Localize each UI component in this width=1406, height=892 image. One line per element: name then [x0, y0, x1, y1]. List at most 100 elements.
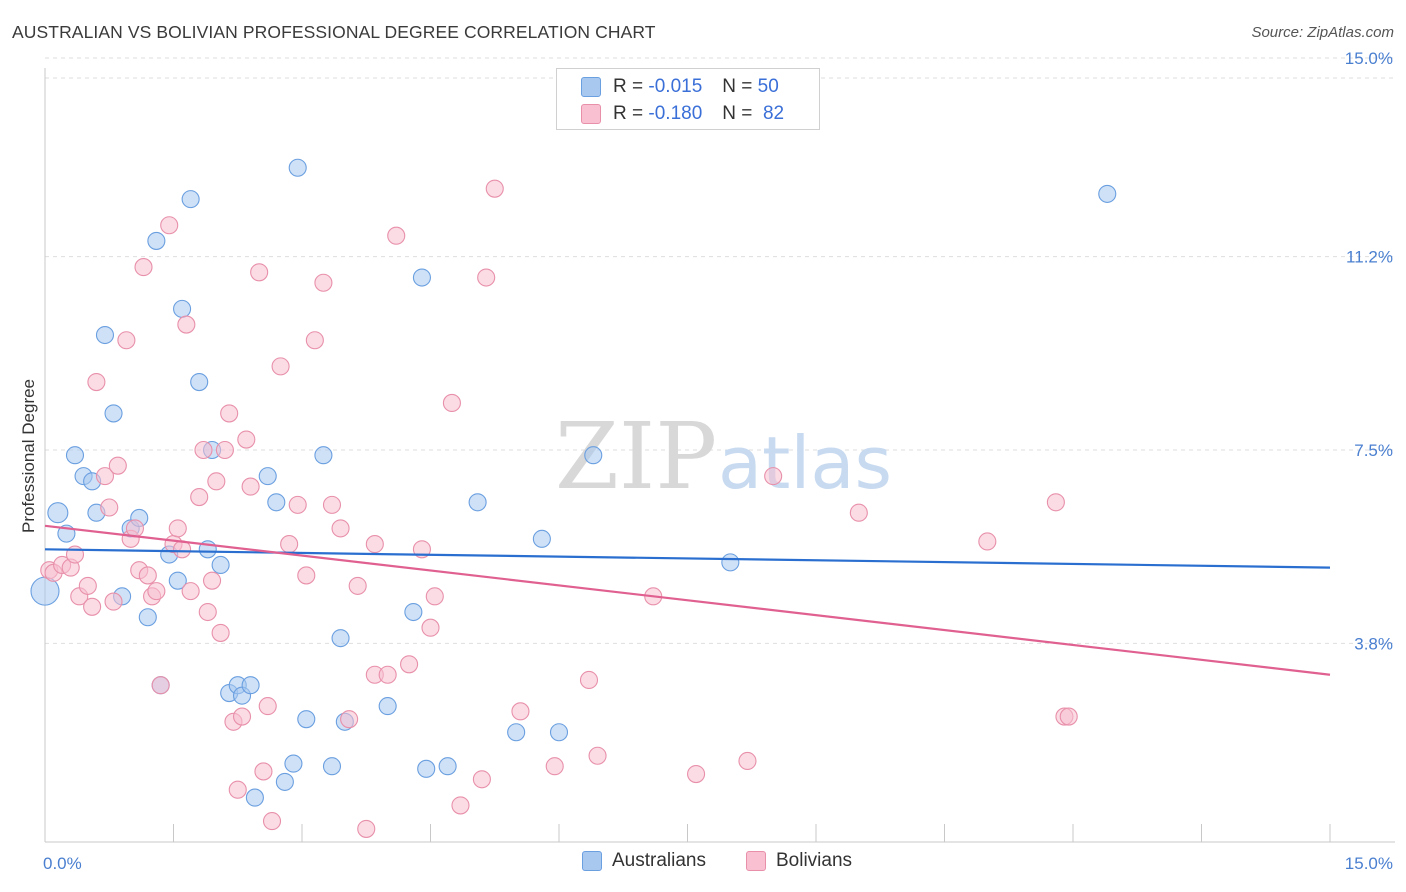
- point-bolivians: [421, 618, 440, 637]
- point-bolivians: [241, 477, 260, 496]
- point-bolivians: [451, 796, 470, 815]
- point-australians: [190, 373, 209, 392]
- y-axis-label: Professional Degree: [19, 379, 38, 533]
- point-bolivians: [83, 597, 102, 616]
- point-australians: [267, 493, 286, 512]
- legend-n-label: N =: [722, 76, 753, 97]
- point-bolivians: [280, 535, 299, 554]
- point-bolivians: [378, 665, 397, 684]
- point-bolivians: [134, 258, 153, 277]
- point-australians: [288, 158, 307, 177]
- point-australians: [47, 502, 69, 524]
- point-bolivians: [147, 582, 166, 601]
- point-australians: [1098, 184, 1117, 203]
- point-bolivians: [232, 707, 252, 726]
- legend-r-label: R =: [613, 103, 644, 124]
- legend-r-value: -0.015: [648, 76, 703, 97]
- point-bolivians: [305, 331, 324, 350]
- point-bolivians: [262, 812, 282, 831]
- point-australians: [211, 555, 230, 575]
- legend-r-value: -0.180: [648, 103, 703, 124]
- x-tick-label-max: 15.0%: [1345, 854, 1393, 873]
- point-australians: [331, 629, 350, 648]
- point-australians: [417, 759, 436, 778]
- point-bolivians: [472, 770, 491, 789]
- point-bolivians: [314, 273, 333, 292]
- point-bolivians: [228, 780, 247, 799]
- point-bolivians: [203, 571, 222, 590]
- point-bolivians: [485, 179, 504, 198]
- point-bolivians: [125, 519, 144, 538]
- legend-swatch-bolivians: [581, 104, 601, 124]
- point-australians: [468, 493, 487, 512]
- point-bolivians: [254, 762, 273, 781]
- point-bolivians: [190, 487, 209, 507]
- point-australians: [147, 231, 166, 250]
- point-bolivians: [400, 655, 419, 674]
- legend-label-bolivians: Bolivians: [776, 850, 853, 871]
- point-bolivians: [271, 357, 290, 376]
- point-bolivians: [138, 566, 157, 585]
- watermark-atlas: atlas: [718, 421, 892, 505]
- legend-swatch-bolivians: [746, 851, 766, 871]
- point-bolivians: [687, 765, 706, 784]
- point-australians: [181, 190, 200, 209]
- point-bolivians: [588, 746, 607, 765]
- point-australians: [378, 697, 397, 716]
- legend-n-label: N =: [722, 103, 753, 124]
- point-australians: [314, 446, 333, 465]
- legend-item-bolivians[interactable]: Bolivians: [746, 850, 852, 872]
- point-bolivians: [477, 268, 496, 287]
- point-bolivians: [331, 519, 350, 538]
- point-bolivians: [194, 440, 213, 460]
- y-tick-labels: 3.8% 7.5% 11.2% 15.0%: [1345, 49, 1393, 653]
- point-bolivians: [348, 576, 367, 595]
- point-bolivians: [160, 216, 179, 235]
- point-bolivians: [849, 503, 868, 522]
- legend-label-australians: Australians: [612, 850, 706, 871]
- point-australians: [438, 757, 457, 776]
- point-bolivians: [168, 519, 187, 538]
- source-label: Source: ZipAtlas.com: [1251, 24, 1394, 41]
- point-bolivians: [87, 373, 106, 392]
- point-australians: [322, 757, 342, 776]
- point-bolivians: [108, 456, 127, 475]
- point-australians: [245, 788, 264, 807]
- point-bolivians: [95, 467, 115, 486]
- trend-line-australians: [44, 548, 1331, 569]
- legend-item-australians[interactable]: Australians: [582, 850, 706, 872]
- point-australians: [404, 602, 423, 622]
- point-australians: [104, 404, 123, 423]
- data-points: [30, 158, 1117, 838]
- point-bolivians: [340, 710, 359, 729]
- point-bolivians: [297, 566, 316, 585]
- grid-lines: [45, 57, 1395, 644]
- point-australians: [168, 571, 187, 590]
- legend-row-australians: R = -0.015 N = 50: [581, 74, 779, 100]
- point-bolivians: [357, 819, 376, 838]
- point-australians: [173, 299, 192, 318]
- point-bolivians: [215, 440, 234, 460]
- point-australians: [275, 772, 294, 791]
- axes: [44, 68, 1395, 843]
- legend-r-label: R =: [613, 76, 644, 97]
- x-tick-labels: 0.0% 15.0%: [43, 854, 1393, 873]
- trend-lines: [44, 524, 1331, 676]
- point-bolivians: [177, 315, 196, 334]
- point-bolivians: [181, 582, 200, 601]
- trend-line-bolivians: [44, 524, 1331, 676]
- point-bolivians: [322, 495, 342, 514]
- y-tick-label: 15.0%: [1345, 49, 1393, 68]
- point-australians: [95, 325, 115, 345]
- point-australians: [284, 754, 303, 773]
- y-tick-label: 11.2%: [1346, 248, 1393, 267]
- point-bolivians: [1059, 707, 1078, 726]
- point-australians: [258, 467, 277, 486]
- point-bolivians: [738, 751, 757, 771]
- legend-n-value: 82: [762, 103, 785, 124]
- point-australians: [584, 446, 603, 465]
- point-bolivians: [258, 697, 277, 716]
- point-bolivians: [78, 576, 97, 595]
- point-australians: [412, 268, 431, 287]
